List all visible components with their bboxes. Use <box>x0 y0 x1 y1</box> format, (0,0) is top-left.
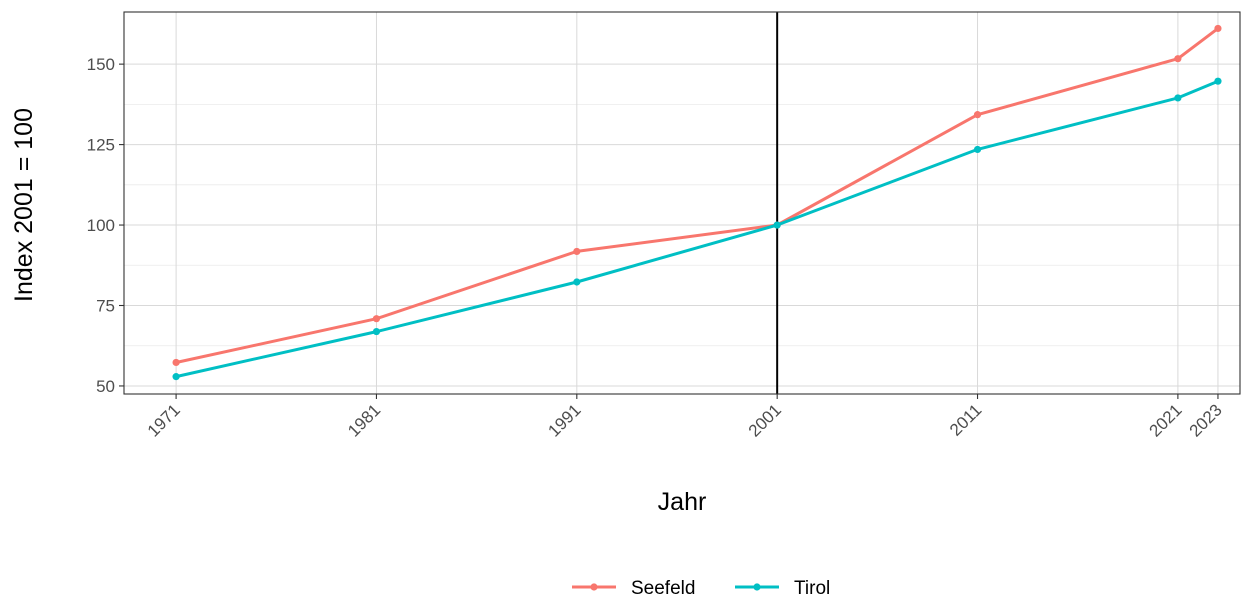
x-tick-label: 2001 <box>745 400 785 440</box>
series-line-tirol <box>174 79 1220 379</box>
y-tick-label: 75 <box>96 296 115 315</box>
data-point-seefeld <box>172 358 180 367</box>
data-point-tirol <box>1174 94 1182 102</box>
y-tick-label: 150 <box>87 55 115 74</box>
data-point-seefeld <box>973 111 982 119</box>
y-axis-title: Index 2001 = 100 <box>10 108 38 302</box>
x-tick-label: 1981 <box>344 400 384 440</box>
x-tick-label: 2011 <box>946 400 985 439</box>
minor-gridlines <box>124 103 1240 347</box>
data-point-tirol <box>172 373 180 381</box>
data-point-seefeld <box>372 315 381 323</box>
legend-key-point-tirol <box>753 583 761 591</box>
legend-label-tirol: Tirol <box>794 578 830 596</box>
y-tick-label: 100 <box>87 216 115 235</box>
data-point-seefeld <box>573 247 581 256</box>
data-point-tirol <box>573 278 581 286</box>
data-point-tirol <box>1214 77 1222 85</box>
data-point-tirol <box>973 145 982 154</box>
data-point-seefeld <box>1214 24 1222 33</box>
legend: Seefeld Tirol <box>572 578 830 596</box>
x-tick-label: 1971 <box>144 400 184 440</box>
series-group <box>172 24 1222 381</box>
y-axis-ticks: 50 75 100 125 150 <box>87 55 124 396</box>
plot-panel-border <box>123 11 1241 395</box>
legend-key-point-seefeld <box>590 583 598 591</box>
data-point-seefeld <box>1174 55 1182 63</box>
data-point-tirol <box>372 327 381 336</box>
series-line-seefeld <box>174 26 1220 364</box>
x-tick-label: 1991 <box>544 400 584 440</box>
y-tick-label: 50 <box>96 377 115 396</box>
x-axis-title: Jahr <box>658 488 707 516</box>
x-tick-label: 2023 <box>1186 400 1226 440</box>
x-axis-ticks: 1971 1981 1991 2001 2011 2021 2023 <box>144 394 1226 441</box>
y-tick-label: 125 <box>87 136 115 155</box>
legend-label-seefeld: Seefeld <box>631 578 695 596</box>
data-point-tirol <box>773 221 781 229</box>
x-tick-label: 2021 <box>1146 400 1186 440</box>
